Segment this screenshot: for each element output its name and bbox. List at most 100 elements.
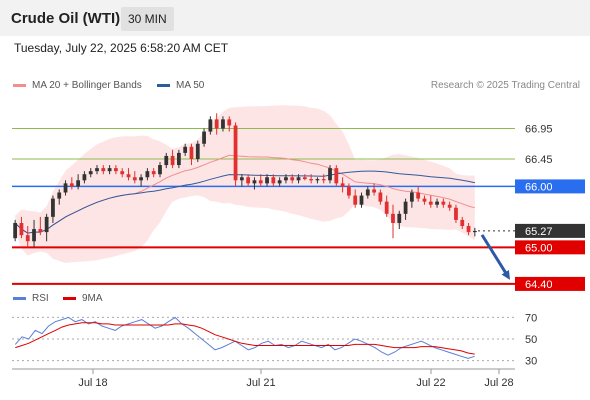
candle-body <box>101 168 106 172</box>
candle-body <box>195 143 200 159</box>
ma50-swatch <box>157 84 170 87</box>
candle-body <box>372 189 376 193</box>
legend-rsi: RSI <box>13 293 49 304</box>
candle-body <box>447 204 452 208</box>
candle-body <box>126 174 131 178</box>
candle-body <box>466 226 471 233</box>
candle-body <box>202 131 206 144</box>
level-tag-66.00 <box>515 179 585 194</box>
forecast-arrow <box>480 234 510 280</box>
candle-body <box>76 180 81 187</box>
candle-body <box>265 177 269 184</box>
candle-body <box>114 168 118 172</box>
level-label-66.95: 66.95 <box>525 124 553 136</box>
chart-header: Crude Oil (WTI) 30 MIN <box>0 0 590 36</box>
candle-body <box>315 179 320 181</box>
legend-rsi-ma: 9MA <box>63 293 103 304</box>
candle-body <box>69 183 74 187</box>
candle-body <box>284 177 288 181</box>
candle-body <box>214 119 219 129</box>
instrument-title: Crude Oil (WTI) <box>11 10 121 27</box>
candle-body <box>95 168 99 172</box>
x-tick-label: Jul 22 <box>416 377 445 389</box>
candle-body <box>378 192 383 202</box>
legend-ma50: MA 50 <box>157 80 204 91</box>
candle-body <box>139 177 143 181</box>
candle-body <box>302 177 307 180</box>
candle-body <box>472 230 477 233</box>
candle-body <box>309 179 314 181</box>
rsi-tick-70: 70 <box>525 312 537 324</box>
rsi-ma-swatch <box>63 297 76 300</box>
candle-body <box>340 183 345 187</box>
candle-body <box>397 213 402 223</box>
candle-body <box>441 201 446 205</box>
candle-body <box>107 168 112 172</box>
candle-body <box>145 171 150 178</box>
rsi-ma-label: 9MA <box>82 293 103 304</box>
candle-body <box>51 198 55 217</box>
rsi-swatch <box>13 297 26 300</box>
timeframe-button[interactable]: 30 MIN <box>121 7 174 31</box>
level-label-66.00: 66.00 <box>525 181 553 193</box>
candle-body <box>227 119 232 126</box>
timestamp: Tuesday, July 22, 2025 6:58:20 AM CET <box>14 41 229 55</box>
candle-body <box>384 201 389 214</box>
candle-body <box>296 177 301 181</box>
candle-body <box>57 192 62 199</box>
level-lines <box>12 128 515 285</box>
ma50-line <box>14 170 476 234</box>
candle-body <box>38 229 43 233</box>
legend-ma20: MA 20 + Bollinger Bands <box>13 80 142 91</box>
candle-body <box>158 165 162 175</box>
candle-body <box>151 171 156 175</box>
level-tag-65.00 <box>515 240 585 255</box>
candle-body <box>189 146 194 159</box>
candle-body <box>208 119 213 132</box>
x-tick-label: Jul 28 <box>484 377 513 389</box>
candle-body <box>347 186 351 196</box>
candle-body <box>233 125 238 181</box>
candle-body <box>132 177 137 181</box>
candle-body <box>422 198 427 202</box>
candle-body <box>82 174 87 181</box>
candles <box>13 113 477 248</box>
candle-body <box>88 171 93 175</box>
candle-body <box>13 222 18 239</box>
candle-body <box>435 201 439 205</box>
candle-body <box>428 201 433 205</box>
level-label-64.40: 64.40 <box>525 279 553 291</box>
candle-body <box>460 219 465 227</box>
level-label-65.00: 65.00 <box>525 242 553 254</box>
candle-body <box>239 177 244 181</box>
candle-body <box>252 180 257 184</box>
candle-body <box>176 152 181 166</box>
ma20-label: MA 20 + Bollinger Bands <box>32 80 142 91</box>
credit-text: Research © 2025 Trading Central <box>430 80 580 91</box>
candle-body <box>258 180 263 184</box>
rsi-label: RSI <box>32 293 49 304</box>
candle-body <box>328 168 332 181</box>
candle-body <box>246 177 251 184</box>
bollinger-band-area <box>15 105 475 263</box>
candle-body <box>183 146 188 153</box>
forecast-arrow-head <box>501 269 510 280</box>
candle-body <box>164 155 169 166</box>
candle-body <box>334 168 339 184</box>
rsi-tick-30: 30 <box>525 356 537 368</box>
bollinger-band <box>15 105 475 263</box>
candle-body <box>277 180 282 184</box>
candle-body <box>290 177 295 181</box>
candle-body <box>403 201 408 214</box>
candle-body <box>32 229 36 242</box>
candle-body <box>271 177 276 184</box>
rsi-panel: 70 50 30 <box>12 312 537 368</box>
moving-averages <box>14 154 476 234</box>
candle-body <box>359 195 364 205</box>
level-tag-65.27 <box>515 223 585 238</box>
candle-body <box>454 207 458 220</box>
candle-body <box>120 171 125 175</box>
candle-body <box>19 222 24 236</box>
level-label-65.27: 65.27 <box>525 226 553 238</box>
